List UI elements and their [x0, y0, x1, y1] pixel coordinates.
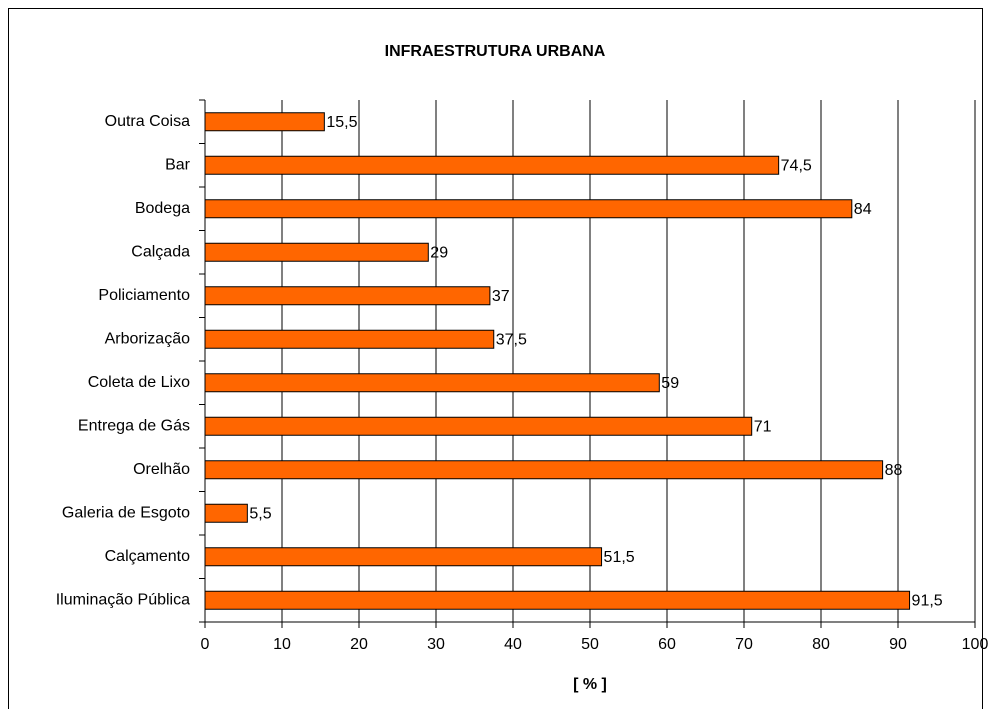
x-tick-label: 60 — [658, 636, 676, 653]
y-tick-label: Arborização — [105, 330, 190, 347]
bar — [204, 503, 248, 523]
bar — [204, 460, 884, 480]
x-tick-label: 10 — [273, 636, 291, 653]
x-tick-label: 30 — [427, 636, 445, 653]
chart-title: INFRAESTRUTURA URBANA — [385, 43, 606, 60]
y-tick-label: Entrega de Gás — [78, 417, 190, 434]
x-tick-label: 40 — [504, 636, 522, 653]
value-label: 5,5 — [249, 505, 271, 522]
value-label: 71 — [754, 418, 772, 435]
value-label: 37,5 — [496, 331, 527, 348]
bar — [204, 199, 853, 219]
x-tick-label: 100 — [962, 636, 989, 653]
value-label: 84 — [854, 201, 872, 218]
value-label: 88 — [885, 462, 903, 479]
value-label: 37 — [492, 288, 510, 305]
bar — [204, 547, 603, 567]
value-label: 51,5 — [604, 549, 635, 566]
x-axis-label: [ % ] — [573, 676, 607, 693]
y-tick-label: Policiamento — [98, 287, 190, 304]
value-label: 59 — [661, 375, 679, 392]
bar — [204, 242, 429, 262]
bar — [204, 373, 660, 393]
y-tick-label: Orelhão — [133, 461, 190, 478]
value-label: 15,5 — [326, 114, 357, 131]
x-tick-label: 80 — [812, 636, 830, 653]
bar — [204, 286, 491, 306]
value-label: 29 — [430, 244, 448, 261]
x-tick-label: 50 — [581, 636, 599, 653]
y-tick-label: Coleta de Lixo — [88, 374, 190, 391]
x-tick-label: 0 — [201, 636, 210, 653]
bar — [204, 155, 780, 175]
bar — [204, 590, 911, 610]
x-tick-label: 90 — [889, 636, 907, 653]
y-tick-label: Bar — [165, 156, 191, 173]
value-label: 91,5 — [912, 592, 943, 609]
y-tick-label: Outra Coisa — [105, 113, 190, 130]
y-tick-label: Galeria de Esgoto — [62, 504, 190, 521]
x-tick-label: 70 — [735, 636, 753, 653]
y-tick-label: Bodega — [135, 200, 190, 217]
bar — [204, 329, 495, 349]
y-tick-label: Calçamento — [105, 548, 190, 565]
bar — [204, 112, 325, 132]
bar — [204, 416, 753, 436]
x-tick-label: 20 — [350, 636, 368, 653]
y-tick-label: Calçada — [131, 243, 190, 260]
value-label: 74,5 — [781, 157, 812, 174]
y-tick-label: Iluminação Pública — [56, 591, 190, 608]
